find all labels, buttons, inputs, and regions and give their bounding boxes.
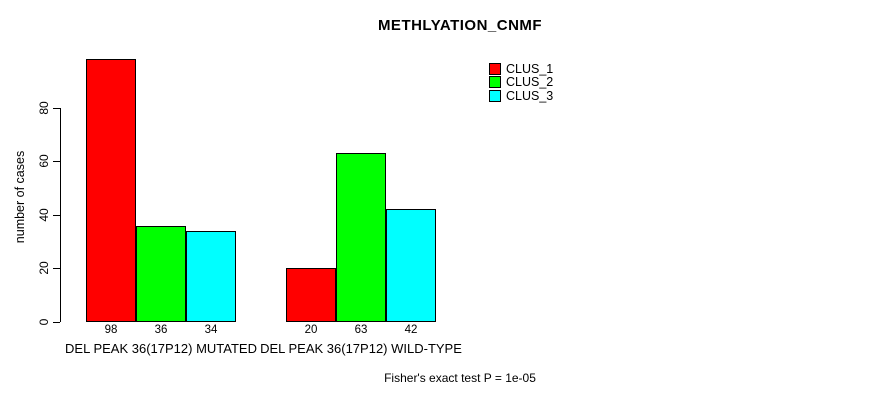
chart-title: METHLYATION_CNMF [377,17,543,34]
legend-label: CLUS_2 [506,75,554,90]
bar-value-label: 34 [204,324,218,336]
bar-clus_3-group1 [186,230,236,322]
bar-value-label: 20 [304,324,318,336]
y-axis-tick-label: 0 [37,318,51,326]
bar-value-label: 63 [354,324,368,336]
legend-swatch-clus_1 [489,62,501,75]
y-axis-line [60,107,61,322]
y-axis-tick [53,322,60,323]
legend: CLUS_1 CLUS_2 CLUS_3 [489,62,553,103]
legend-label: CLUS_3 [506,88,554,103]
y-axis-tick-label: 80 [37,100,51,115]
bar-clus_3-group2 [386,209,436,322]
y-axis-tick [53,107,60,109]
bar-value-label: 42 [404,324,418,336]
y-axis-title: number of cases [13,150,27,244]
bar-clus_2-group1 [136,225,186,322]
bar-clus_1-group1 [86,59,136,322]
y-axis-tick-label: 40 [37,208,51,222]
y-axis-tick-label: 60 [37,154,51,168]
legend-item-clus_3: CLUS_3 [489,89,553,103]
legend-swatch-clus_2 [489,76,501,89]
y-axis-tick [53,214,60,216]
bar-value-label: 36 [154,324,168,336]
y-axis-tick [53,161,60,163]
legend-item-clus_1: CLUS_1 [489,62,553,76]
y-axis-tick-label: 20 [37,261,51,276]
y-axis-tick [53,268,60,270]
category-label-group1: DEL PEAK 36(17P12) MUTATED [65,341,257,356]
category-label-group2: DEL PEAK 36(17P12) WILD-TYPE [260,341,462,356]
legend-item-clus_2: CLUS_2 [489,75,554,90]
bar-clus_1-group2 [286,268,336,322]
legend-label: CLUS_1 [506,61,554,76]
bar-value-label: 98 [104,324,118,336]
bar-clus_2-group2 [336,153,386,322]
fisher-test-annotation: Fisher's exact test P = 1e-05 [384,371,536,385]
legend-swatch-clus_3 [489,89,501,102]
